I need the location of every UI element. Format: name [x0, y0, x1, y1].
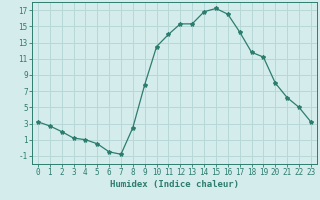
X-axis label: Humidex (Indice chaleur): Humidex (Indice chaleur)	[110, 180, 239, 189]
